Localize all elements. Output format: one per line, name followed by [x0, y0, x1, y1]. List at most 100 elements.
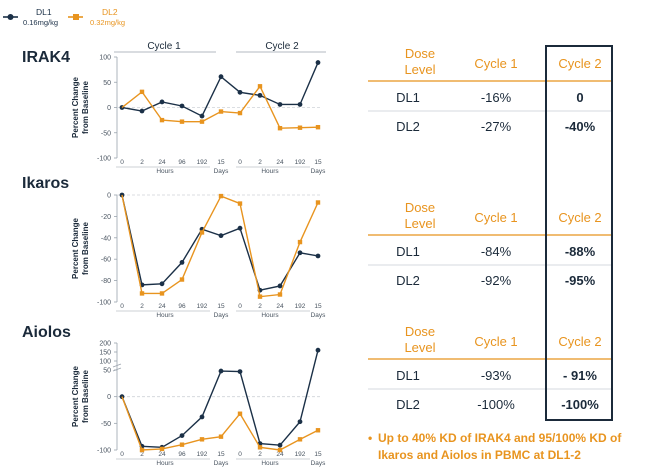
cycle2-label: Cycle 2 — [265, 41, 299, 52]
ikaros-dl2-line — [121, 194, 319, 298]
legend-dl1-name: DL1 — [36, 7, 52, 17]
irak4-x-tick-label: 2 — [258, 159, 262, 166]
irak4-x-tick-label: 0 — [238, 159, 242, 166]
irak4-days-label-c2: Days — [311, 168, 327, 175]
table-1-header-dose: Dose — [405, 46, 435, 61]
legend-dl1-dose: 0.16mg/kg — [23, 18, 58, 27]
ikaros-y-tick-label: -40 — [101, 235, 111, 242]
table-2-header-dose: Dose — [405, 200, 435, 215]
ikaros-dl1-point — [315, 253, 321, 259]
irak4-dl1-point — [199, 113, 205, 119]
aiolos-dl2-point — [257, 445, 263, 450]
table-2-row-2-dose: DL2 — [396, 273, 420, 288]
aiolos-days-label-c1: Days — [214, 460, 230, 467]
aiolos-x-tick-label: 192 — [295, 451, 306, 458]
table-3-row-1-cycle2: - 91% — [563, 368, 597, 383]
irak4-y-tick-label: -50 — [101, 130, 111, 137]
aiolos-y-tick-label: 150 — [99, 350, 111, 357]
aiolos-y-tick-label: -50 — [101, 421, 111, 428]
irak4-dl1-point — [237, 89, 243, 95]
legend-dl2-dose: 0.32mg/kg — [90, 18, 125, 27]
aiolos-x-tick-label: 24 — [158, 451, 166, 458]
aiolos-x-tick-label: 96 — [178, 451, 186, 458]
aiolos-y-tick-label: 0 — [107, 394, 111, 401]
table-2-row-2-cycle1: -92% — [481, 273, 512, 288]
ikaros-dl1-point — [159, 281, 165, 287]
table-1-row-1-dose: DL1 — [396, 90, 420, 105]
irak4-dl1-point — [277, 102, 283, 107]
aiolos-y-tick-label: -100 — [97, 448, 111, 455]
table-3-row-1-dose: DL1 — [396, 368, 420, 383]
aiolos-dl1-point — [218, 368, 224, 374]
aiolos-x-tick-label: 24 — [276, 451, 284, 458]
aiolos-dl2-point — [179, 442, 185, 447]
irak4-x-tick-label: 15 — [314, 159, 322, 166]
irak4-dl1-point — [139, 108, 145, 114]
ikaros-x-tick-label: 0 — [238, 303, 242, 310]
legend-item-dl1: DL1 0.16mg/kg — [3, 7, 58, 27]
ikaros-x-tick-label: 192 — [197, 303, 208, 310]
table-2-row-1-cycle2: -88% — [565, 244, 596, 259]
irak4-dl1-point — [315, 60, 321, 65]
irak4-dl1-point — [297, 102, 303, 107]
aiolos-dl2-point — [315, 428, 321, 433]
ikaros-x-tick-label: 96 — [178, 303, 186, 310]
ikaros-dl1-point — [277, 283, 283, 289]
aiolos-dl2-point — [277, 447, 283, 453]
irak4-dl2-point — [199, 119, 205, 124]
table-1-row-2-dose: DL2 — [396, 119, 420, 134]
table-3-header-cycle1: Cycle 1 — [474, 334, 517, 349]
bullet-marker: • — [368, 431, 372, 445]
table-2-row-2-cycle2: -95% — [565, 273, 596, 288]
irak4-x-tick-label: 24 — [276, 159, 284, 166]
aiolos-dl1-point — [179, 433, 185, 438]
irak4-dl2-point — [257, 84, 263, 89]
table-1-header-cycle1: Cycle 1 — [474, 56, 517, 71]
aiolos-y-tick-label: 100 — [99, 359, 111, 366]
table-3-header-level: Level — [404, 340, 435, 355]
aiolos-dl1-point — [315, 347, 321, 353]
aiolos-dl2-point — [297, 437, 303, 442]
table-1-row-1-cycle2: 0 — [576, 90, 583, 105]
table-2-header-cycle1: Cycle 1 — [474, 210, 517, 225]
cycle1-label: Cycle 1 — [147, 41, 181, 52]
chart-title-irak4: IRAK4 — [22, 49, 70, 66]
ikaros-dl2-point — [179, 277, 185, 282]
ikaros-x-tick-label: 192 — [295, 303, 306, 310]
ikaros-days-label-c2: Days — [311, 312, 327, 319]
table-1-row-2-cycle1: -27% — [481, 119, 512, 134]
table-3-row-2-dose: DL2 — [396, 397, 420, 412]
ikaros-x-tick-label: 15 — [314, 303, 322, 310]
legend-item-dl2: DL2 0.32mg/kg — [68, 7, 125, 27]
legend: DL1 0.16mg/kg DL2 0.32mg/kg — [3, 7, 125, 27]
chart-title-aiolos: Aiolos — [22, 324, 71, 341]
irak4-dl2-point — [218, 109, 224, 114]
ikaros-dl2-point — [297, 239, 303, 245]
aiolos-y-tick-label: 200 — [99, 341, 111, 348]
table-1-row-2-cycle2: -40% — [565, 119, 596, 134]
ikaros-y-tick-label: -60 — [101, 257, 111, 264]
chart-title-ikaros: Ikaros — [22, 175, 69, 192]
table-1-row-1-cycle1: -16% — [481, 90, 512, 105]
irak4-y-tick-label: -100 — [97, 156, 111, 163]
irak4-dl2-point — [315, 124, 321, 130]
ikaros-dl1-point — [297, 250, 303, 256]
irak4-days-label-c1: Days — [214, 168, 230, 175]
aiolos-dl1-point — [237, 369, 243, 374]
irak4-y-tick-label: 100 — [99, 55, 111, 62]
ikaros-ylabel-line2: from Baseline — [81, 221, 90, 274]
aiolos-days-label-c2: Days — [311, 460, 327, 467]
summary-bullet: • Up to 40% KD of IRAK4 and 95/100% KD o… — [368, 431, 622, 462]
aiolos-dl1-line — [121, 350, 319, 449]
ikaros-y-tick-label: 0 — [107, 193, 111, 200]
irak4-ylabel-line2: from Baseline — [81, 80, 90, 133]
aiolos-axis-break — [112, 363, 122, 372]
table-1-header-cycle2: Cycle 2 — [558, 56, 601, 71]
aiolos-x-tick-label: 192 — [197, 451, 208, 458]
table-1-header-level: Level — [404, 62, 435, 77]
aiolos-hours-label-c2: Hours — [261, 460, 279, 467]
table-2-header-level: Level — [404, 216, 435, 231]
ikaros-dl1-point — [218, 233, 224, 239]
